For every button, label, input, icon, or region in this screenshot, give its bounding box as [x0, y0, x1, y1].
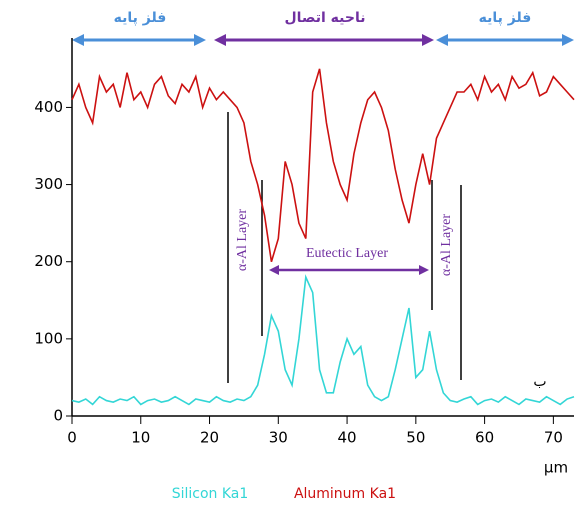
y-tick-label: 200: [34, 252, 63, 270]
x-tick-label: 10: [131, 429, 150, 447]
x-tick-label: 60: [475, 429, 494, 447]
annotation: α-Al Layer: [439, 214, 454, 276]
annotation: α-Al Layer: [235, 209, 250, 271]
y-tick-label: 300: [34, 175, 63, 193]
y-tick-label: 100: [34, 329, 63, 347]
annotation: ب: [533, 374, 546, 390]
x-axis-label: µm: [544, 459, 568, 477]
x-tick-label: 30: [269, 429, 288, 447]
x-tick-label: 50: [406, 429, 425, 447]
legend-entry: Silicon Ka1: [172, 486, 249, 502]
annotation: فلز پایه: [479, 10, 532, 26]
data-line: [71, 68, 575, 262]
x-tick-label: 20: [200, 429, 219, 447]
annotation: ناحیه اتصال: [285, 10, 366, 26]
annotation: Eutectic Layer: [306, 246, 388, 261]
x-tick-label: 40: [338, 429, 357, 447]
x-tick-label: 0: [67, 429, 77, 447]
annotation: فلز پایه: [114, 10, 167, 26]
legend-entry: Aluminum Ka1: [294, 486, 396, 502]
data-line: [71, 274, 575, 406]
y-tick-label: 0: [53, 407, 63, 425]
x-tick-label: 70: [544, 429, 563, 447]
y-tick-label: 400: [34, 98, 63, 116]
